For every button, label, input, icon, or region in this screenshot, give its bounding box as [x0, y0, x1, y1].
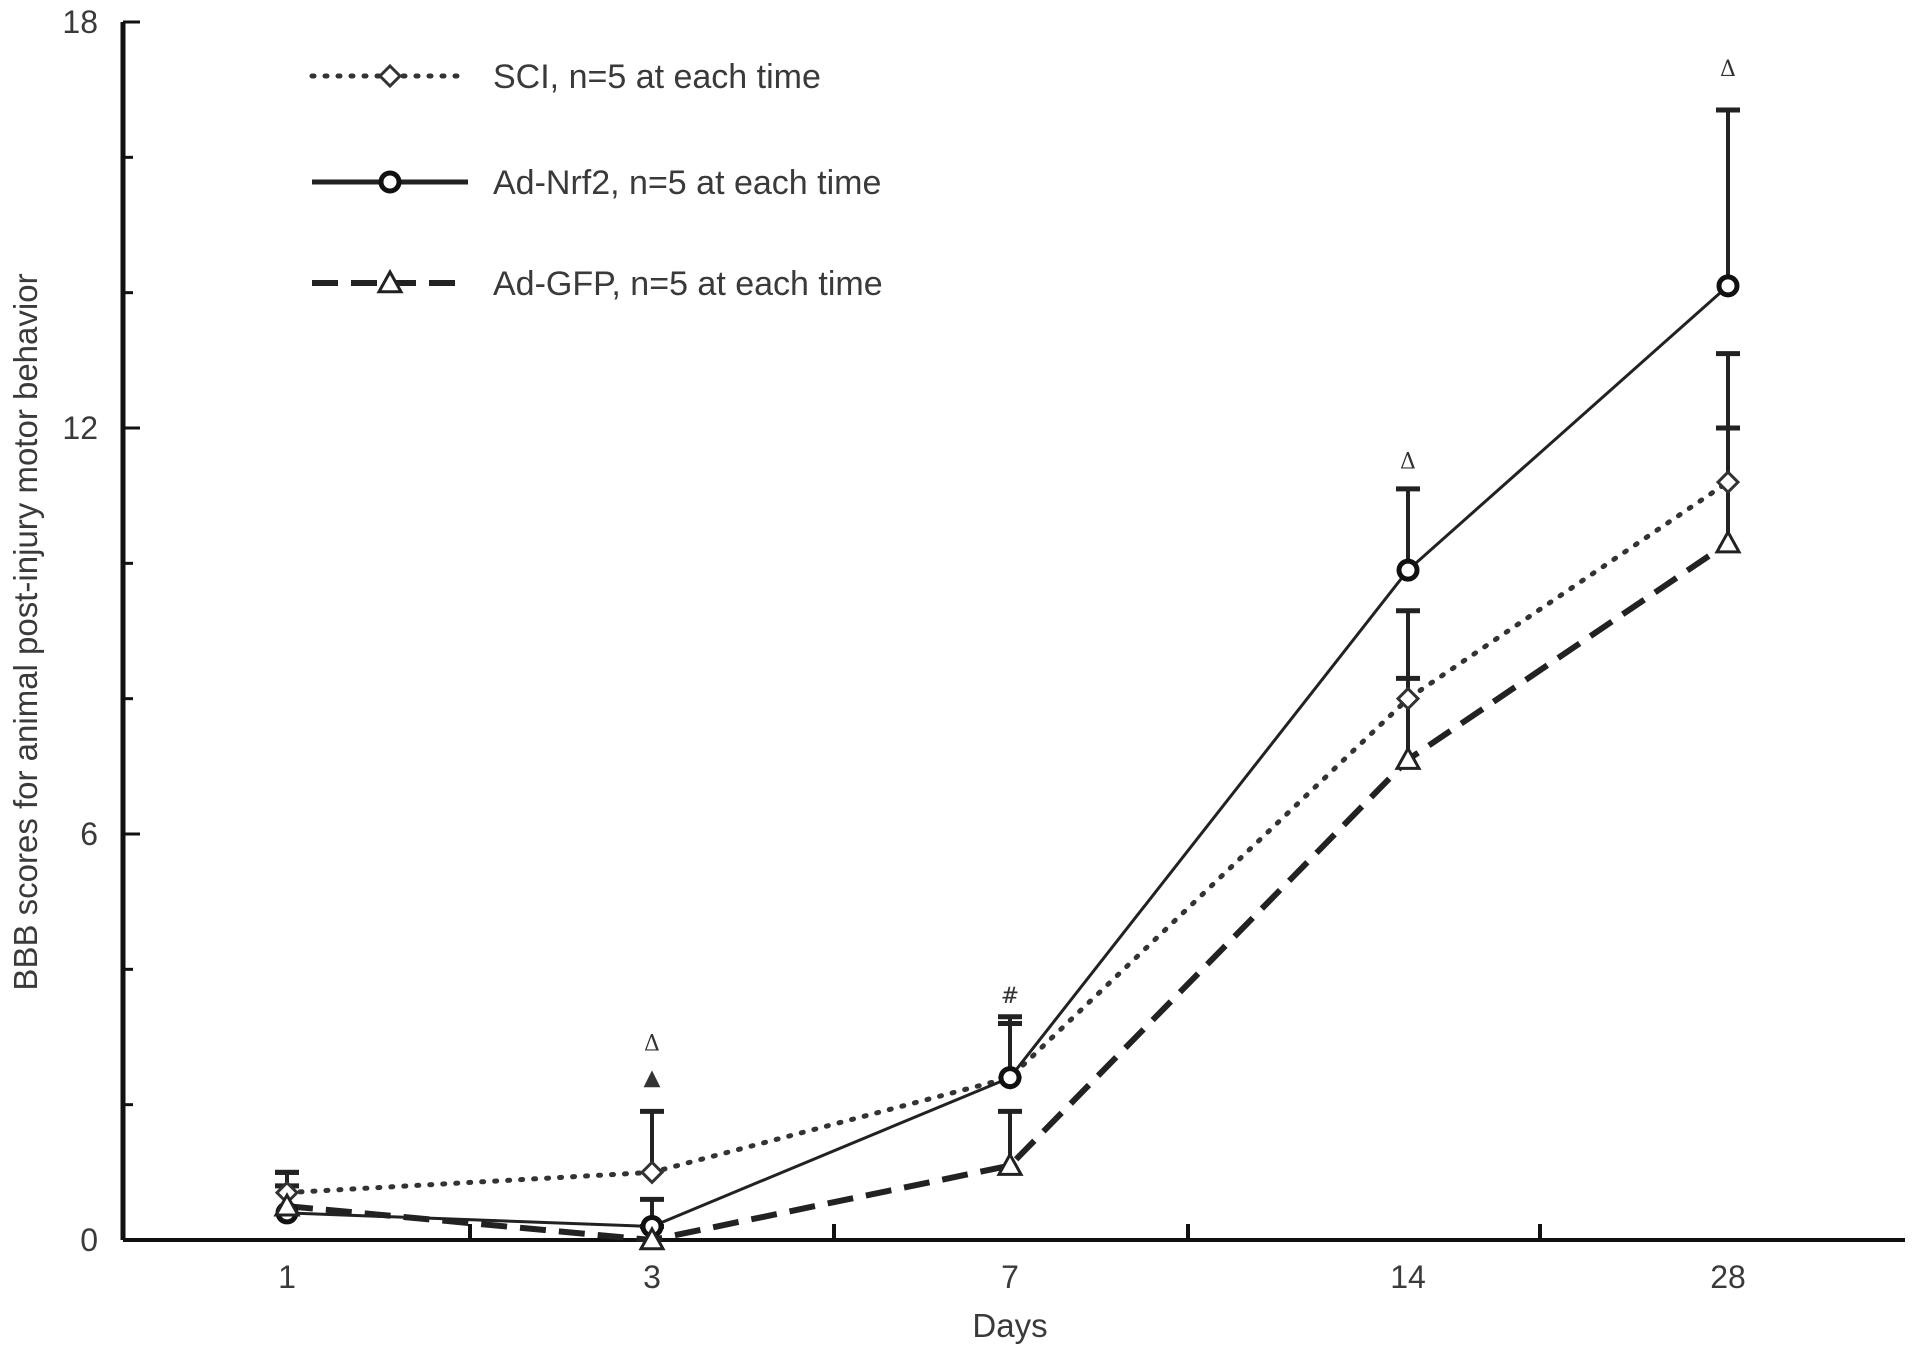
x-ticks: 1 3 7 14 28 — [278, 1224, 1746, 1295]
data-points — [273, 274, 1742, 1251]
data-point — [998, 1066, 1022, 1090]
y-tick-label: 6 — [80, 816, 98, 852]
significance-annotations: Δ ▲ # Δ Δ — [644, 57, 1736, 1090]
y-ticks: 0 6 12 18 — [62, 4, 140, 1258]
y-tick-label: 12 — [62, 410, 98, 446]
y-tick-label: 0 — [80, 1222, 98, 1258]
significance-marker: Δ — [644, 1032, 660, 1057]
data-point — [1396, 558, 1420, 582]
data-point — [638, 1225, 666, 1251]
data-point — [273, 1192, 301, 1217]
significance-marker: ▲ — [644, 1065, 661, 1090]
y-tick-label: 18 — [62, 4, 98, 40]
x-tick-label: 1 — [278, 1259, 296, 1295]
significance-marker: # — [1001, 984, 1019, 1009]
legend-marker — [376, 268, 404, 294]
data-point — [639, 1160, 665, 1185]
x-tick-label: 3 — [643, 1259, 661, 1295]
data-point — [996, 1151, 1024, 1176]
data-point — [1395, 686, 1421, 711]
x-tick-label: 14 — [1390, 1259, 1426, 1295]
legend-label: Ad-GFP, n=5 at each time — [493, 265, 883, 303]
series-lines — [284, 284, 1731, 1244]
legend-label: Ad-Nrf2, n=5 at each time — [493, 164, 881, 202]
legend-label: SCI, n=5 at each time — [493, 58, 821, 96]
axes — [120, 22, 1905, 1242]
significance-marker: Δ — [1720, 57, 1736, 82]
x-tick-label: 28 — [1710, 1259, 1746, 1295]
data-point — [1714, 528, 1742, 554]
data-point — [1715, 470, 1741, 495]
legend: SCI, n=5 at each time Ad-Nrf2, n=5 at eac… — [309, 58, 883, 303]
data-point — [1716, 274, 1740, 298]
legend-marker — [378, 170, 402, 194]
data-point — [1394, 745, 1422, 770]
significance-marker: Δ — [1400, 450, 1416, 475]
x-tick-label: 7 — [1001, 1259, 1019, 1295]
legend-marker — [377, 63, 403, 89]
y-axis-title: BBB scores for animal post-injury motor … — [7, 273, 44, 990]
x-axis-title: Days — [972, 1307, 1047, 1344]
series-line — [286, 540, 1730, 1244]
